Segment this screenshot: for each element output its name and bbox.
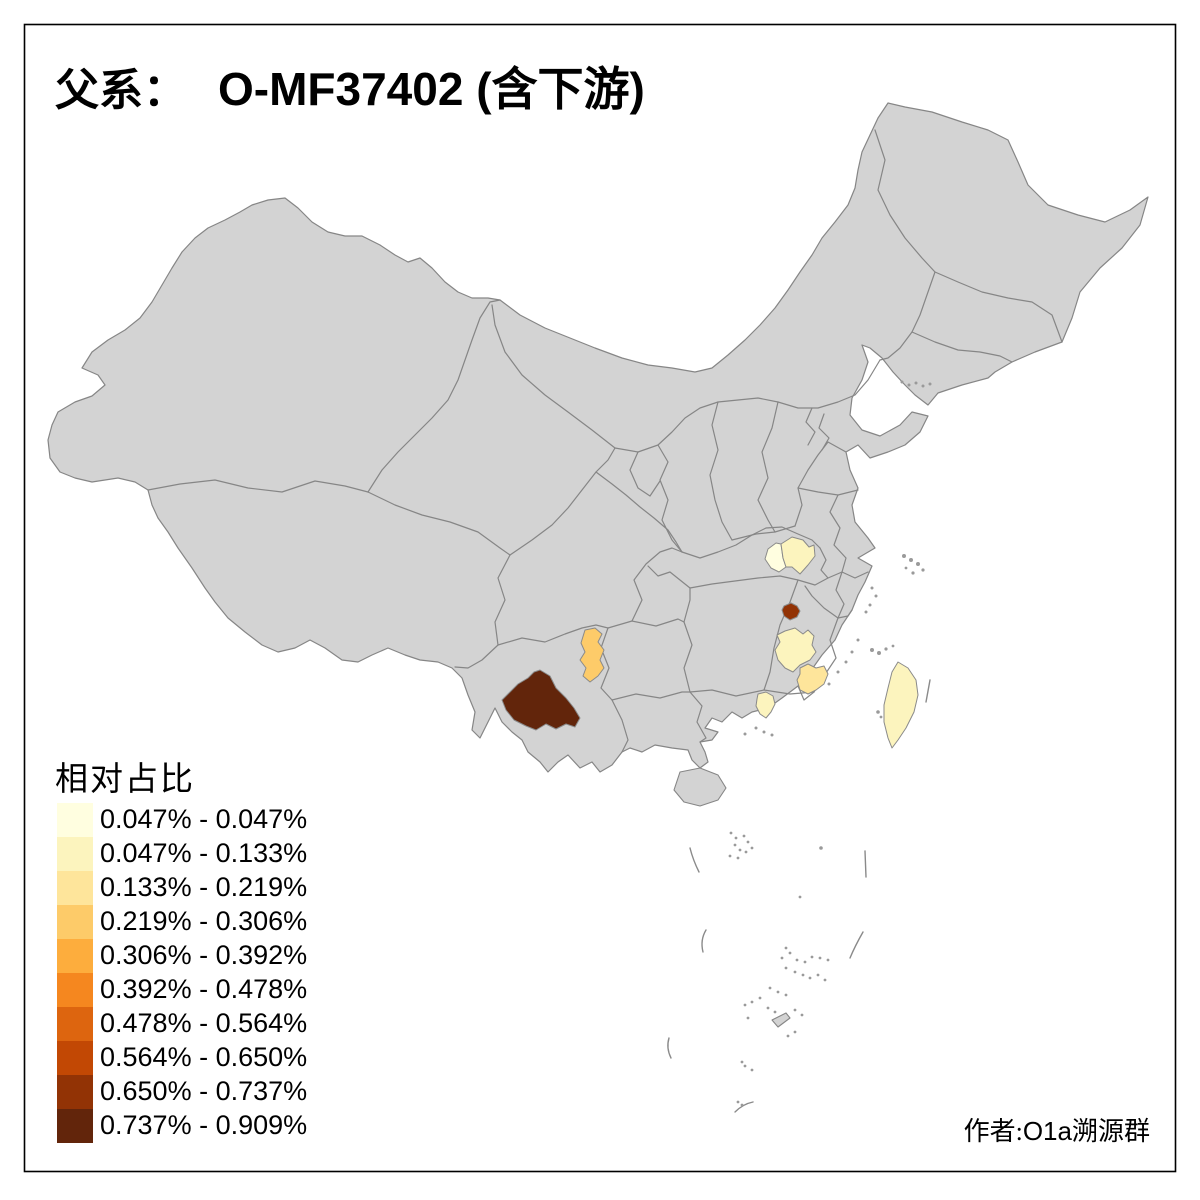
map-region-north-hubei-east bbox=[780, 536, 816, 575]
legend-swatch-3 bbox=[57, 871, 93, 905]
map-region-central-jiangxi bbox=[774, 627, 817, 673]
legend-swatch-7 bbox=[57, 1007, 93, 1041]
map-region-north-guangdong bbox=[755, 691, 776, 719]
author-credit-prefix: 作者: bbox=[964, 1117, 1023, 1146]
map-region-southwest-yunnan bbox=[501, 669, 581, 731]
legend-swatch-8 bbox=[57, 1041, 93, 1075]
legend-label-10: 0.737% - 0.909% bbox=[100, 1110, 307, 1140]
legend-swatch-4 bbox=[57, 905, 93, 939]
author-credit-suffix: 溯源群 bbox=[1072, 1117, 1150, 1146]
page-title: O-MF37402 (含下游) bbox=[218, 63, 645, 115]
legend-label-1: 0.047% - 0.047% bbox=[100, 804, 307, 834]
legend-label-4: 0.219% - 0.306% bbox=[100, 906, 307, 936]
hainan-island bbox=[673, 767, 727, 807]
south-china-sea-islands bbox=[667, 831, 867, 1113]
province-borders bbox=[147, 129, 1063, 753]
legend-swatch-2 bbox=[57, 837, 93, 871]
author-credit-latin: O1a bbox=[1023, 1116, 1073, 1146]
legend: 相对占比 0.047% - 0.047% 0.047% - 0.133% 0.1… bbox=[55, 761, 307, 1143]
map-region-south-jiangxi bbox=[796, 663, 829, 695]
legend-label-7: 0.478% - 0.564% bbox=[100, 1008, 307, 1038]
legend-label-2: 0.047% - 0.133% bbox=[100, 838, 307, 868]
author-credit: 作者:O1a溯源群 bbox=[964, 1116, 1150, 1146]
legend-swatch-6 bbox=[57, 973, 93, 1007]
legend-label-5: 0.306% - 0.392% bbox=[100, 940, 307, 970]
legend-swatch-1 bbox=[57, 803, 93, 837]
legend-swatch-10 bbox=[57, 1109, 93, 1143]
page-title-prefix: 父系： bbox=[55, 66, 187, 115]
legend-label-8: 0.564% - 0.650% bbox=[100, 1042, 307, 1072]
legend-label-6: 0.392% - 0.478% bbox=[100, 974, 307, 1004]
legend-title: 相对占比 bbox=[55, 761, 195, 798]
legend-label-9: 0.650% - 0.737% bbox=[100, 1076, 307, 1106]
legend-label-3: 0.133% - 0.219% bbox=[100, 872, 307, 902]
highlighted-regions bbox=[501, 536, 919, 749]
map-region-northeast-yunnan bbox=[579, 627, 605, 683]
legend-swatch-9 bbox=[57, 1075, 93, 1109]
china-mainland bbox=[47, 102, 1149, 773]
coastal-island-specks bbox=[743, 380, 932, 737]
map-region-west-jiangxi-small bbox=[781, 602, 801, 621]
legend-swatch-5 bbox=[57, 939, 93, 973]
map-region-taiwan bbox=[883, 661, 919, 749]
